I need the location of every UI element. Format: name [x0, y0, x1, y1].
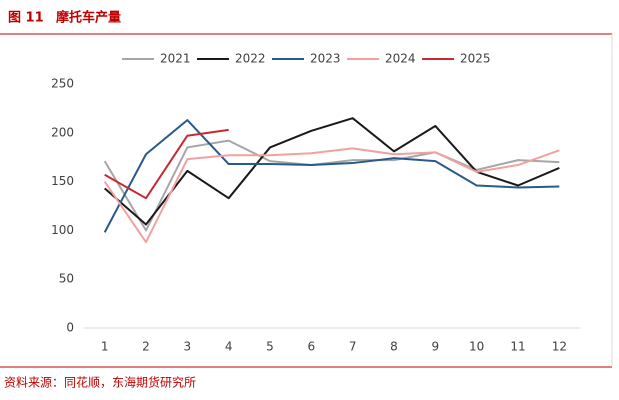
x-tick-label: 3	[184, 340, 192, 354]
x-tick-label: 11	[510, 340, 525, 354]
x-tick-label: 2	[142, 340, 150, 354]
series-line	[103, 139, 560, 232]
legend-label: 2023	[310, 52, 341, 66]
series-line	[104, 128, 229, 200]
y-tick-label: 50	[59, 272, 74, 286]
y-tick-label: 100	[51, 223, 74, 237]
series-line	[103, 119, 560, 233]
legend-label: 2021	[160, 52, 191, 66]
source-note: 资料来源：同花顺，东海期货研究所	[4, 375, 196, 390]
legend-label: 2024	[385, 52, 416, 66]
x-tick-label: 12	[552, 340, 567, 354]
y-tick-label: 0	[66, 321, 74, 335]
x-tick-label: 4	[225, 340, 233, 354]
y-tick-label: 200	[51, 125, 74, 139]
series-line	[104, 117, 560, 226]
x-tick-label: 6	[308, 340, 316, 354]
figure-label: 图 11	[8, 11, 44, 26]
x-tick-label: 5	[266, 340, 274, 354]
x-tick-label: 1	[101, 340, 109, 354]
x-tick-label: 7	[349, 340, 357, 354]
x-tick-label: 10	[469, 340, 484, 354]
y-tick-label: 150	[51, 174, 74, 188]
legend-label: 2022	[235, 52, 266, 66]
legend-label: 2025	[460, 52, 491, 66]
chart-title: 摩托车产量	[56, 10, 121, 26]
x-tick-label: 8	[390, 340, 398, 354]
x-tick-label: 9	[432, 340, 440, 354]
series-line	[103, 147, 560, 244]
y-tick-label: 250	[51, 77, 74, 91]
